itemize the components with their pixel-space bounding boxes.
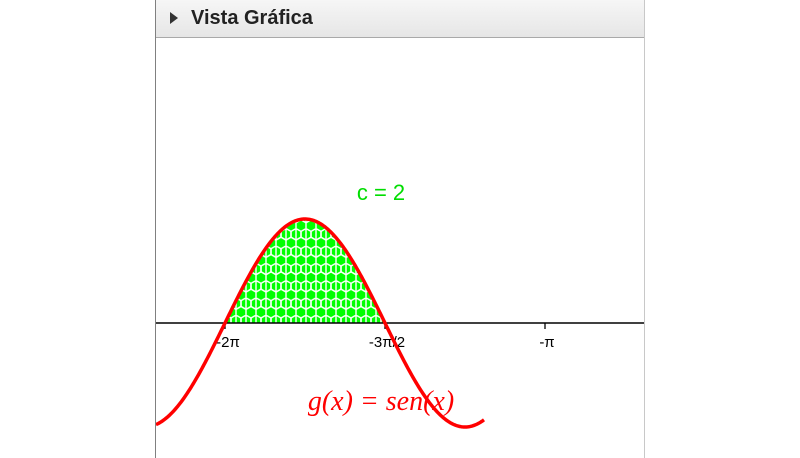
graphics-view-titlebar: Vista Gráfica — [156, 0, 644, 38]
collapse-triangle-icon[interactable] — [170, 12, 178, 24]
graphics-view-panel: Vista Gráfica -2π -3π/2 -π c = 2 g(x) = … — [155, 0, 645, 458]
function-label[interactable]: g(x) = sen(x) — [308, 386, 454, 417]
tick-label-neg-3pi-2: -3π/2 — [369, 334, 405, 351]
slider-label[interactable]: c = 2 — [357, 180, 405, 205]
tick-label-neg-pi: -π — [539, 334, 554, 351]
integral-area-pattern — [225, 219, 385, 323]
tick-label-neg-2pi: -2π — [216, 334, 240, 351]
sine-curve[interactable] — [156, 217, 486, 429]
graphics-canvas[interactable]: -2π -3π/2 -π c = 2 g(x) = sen(x) — [156, 38, 644, 458]
graphics-view-title: Vista Gráfica — [191, 7, 313, 29]
